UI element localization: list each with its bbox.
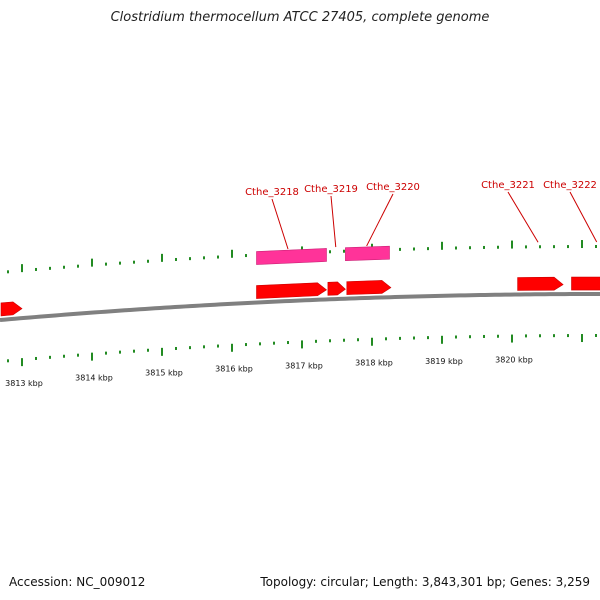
scale-label: 3816 kbp bbox=[215, 365, 253, 374]
scale-label: 3817 kbp bbox=[285, 361, 323, 370]
gene-label: Cthe_3220 bbox=[366, 182, 420, 193]
gene-arrow bbox=[517, 276, 564, 291]
map-title: Clostridium thermocellum ATCC 27405, com… bbox=[110, 10, 490, 25]
inner-tick-ring bbox=[7, 334, 597, 367]
scale-label: 3820 kbp bbox=[495, 356, 533, 365]
gene-label: Cthe_3221 bbox=[481, 180, 535, 191]
genome-backbone bbox=[0, 292, 600, 322]
gene-leader-line bbox=[507, 191, 539, 243]
gene-leader-line bbox=[366, 193, 394, 247]
gene-arrow bbox=[571, 276, 600, 291]
partial-gene-arrow bbox=[0, 301, 23, 317]
gene-arrow bbox=[256, 282, 328, 299]
scale-label-layer: 3813 kbp 3814 kbp 3815 kbp 3816 kbp 3817 kbp… bbox=[5, 356, 533, 388]
scale-label: 3815 kbp bbox=[145, 369, 183, 378]
gene-label: Cthe_3218 bbox=[245, 187, 299, 198]
gene-arrow bbox=[346, 280, 392, 295]
gene-label: Cthe_3219 bbox=[304, 184, 358, 195]
gene-leader-line bbox=[569, 191, 598, 243]
scale-label: 3818 kbp bbox=[355, 359, 393, 368]
gene-leader-line bbox=[271, 198, 289, 250]
gene-leader-line bbox=[330, 195, 337, 248]
accession-text: Accession: NC_009012 bbox=[9, 575, 146, 589]
gene-label: Cthe_3222 bbox=[543, 180, 597, 191]
genome-summary-text: Topology: circular; Length: 3,843,301 bp… bbox=[260, 575, 590, 589]
scale-label: 3813 kbp bbox=[5, 379, 43, 388]
gene-arrow bbox=[327, 281, 346, 296]
scale-label: 3814 kbp bbox=[75, 373, 113, 382]
scale-label: 3819 kbp bbox=[425, 357, 463, 366]
cds-feature-track bbox=[256, 245, 390, 265]
cds-feature bbox=[256, 248, 327, 265]
gene-track bbox=[0, 276, 600, 317]
cds-feature bbox=[345, 245, 390, 261]
gene-label-layer: Cthe_3218 Cthe_3219 Cthe_3220 Cthe_3221 Cthe… bbox=[245, 180, 598, 250]
